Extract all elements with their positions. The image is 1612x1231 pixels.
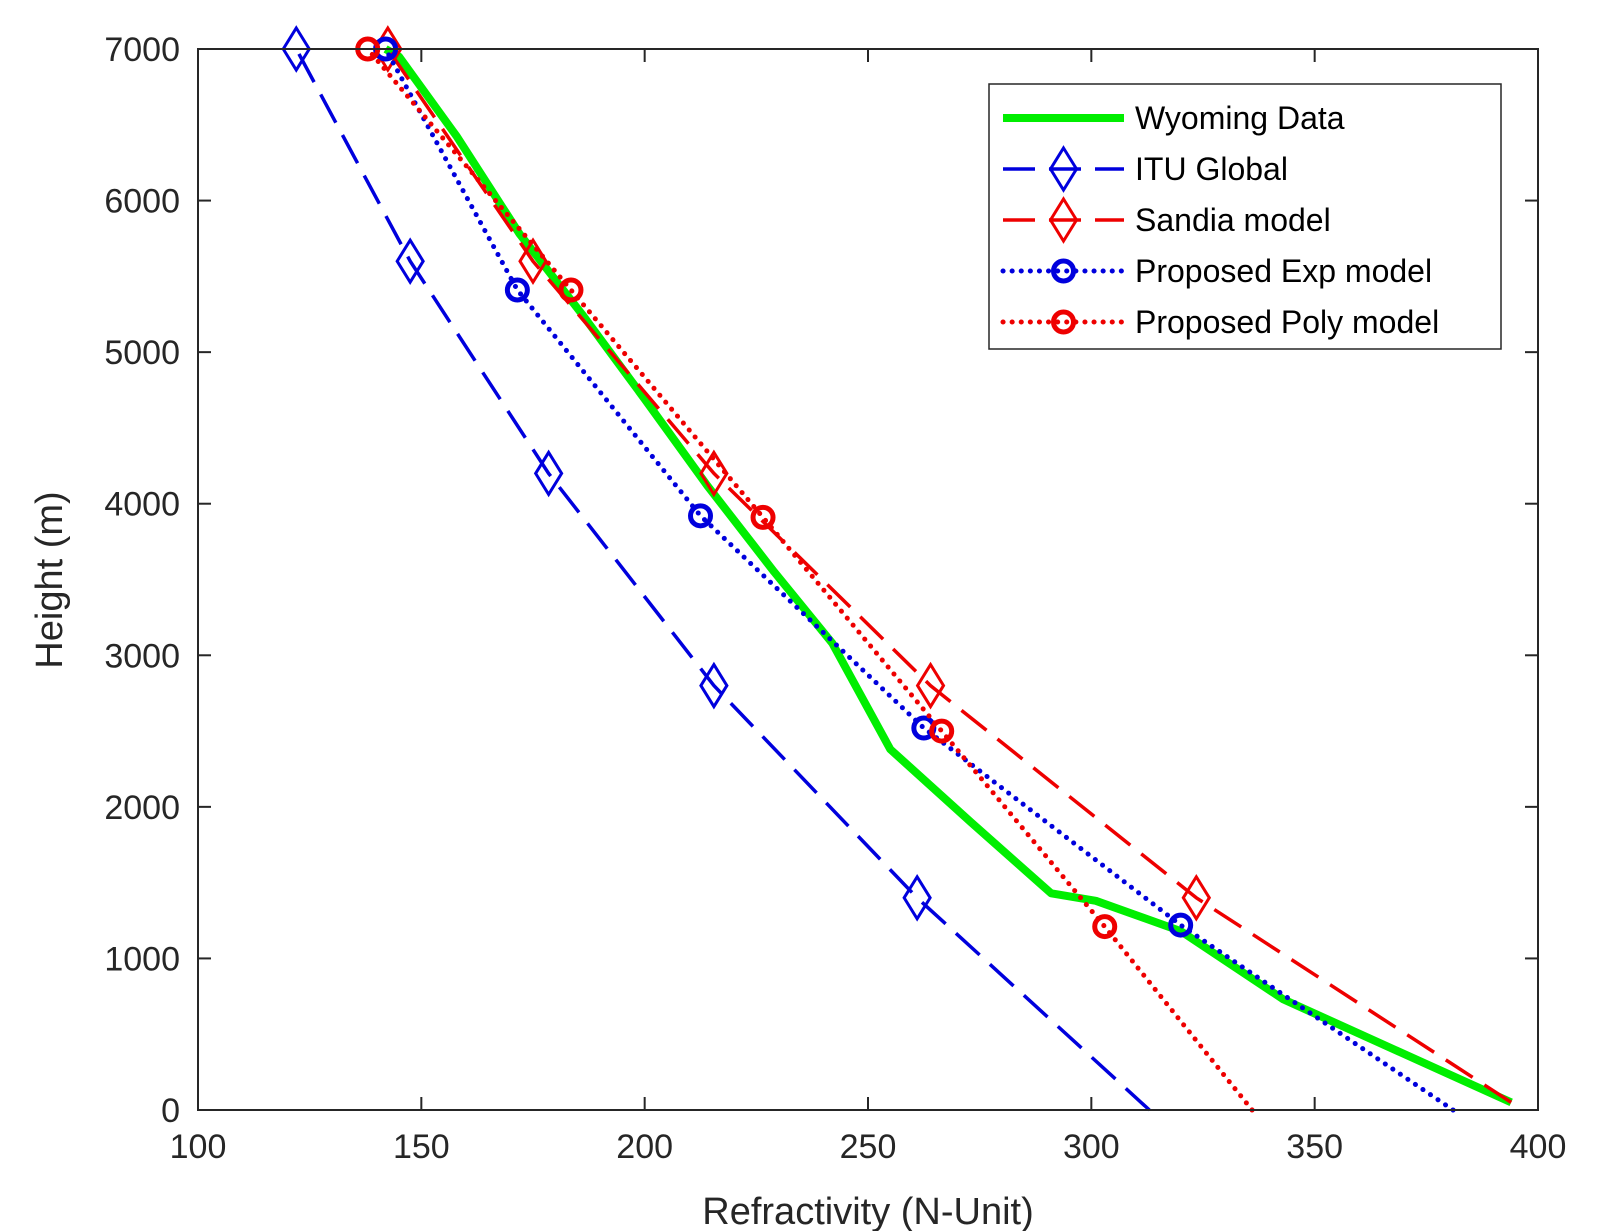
legend-marker-sandia-model xyxy=(1048,196,1079,244)
series-line-wyoming-data xyxy=(383,45,1513,1107)
data-point-proposed-poly-model xyxy=(1092,914,1118,940)
data-point-proposed-poly-model xyxy=(750,504,776,530)
x-tick-label: 300 xyxy=(1063,1128,1120,1166)
y-tick-label: 1000 xyxy=(104,940,180,978)
data-point-itu-global xyxy=(533,449,564,498)
x-axis-title: Refractivity (N-Unit) xyxy=(702,1191,1033,1231)
series-line-sandia-model xyxy=(386,48,1513,1104)
data-point-proposed-poly-model xyxy=(929,718,955,744)
legend-label-sandia-model: Sandia model xyxy=(1135,202,1331,238)
y-tick-label: 4000 xyxy=(104,486,180,524)
legend-entry-proposed-poly-model: Proposed Poly model xyxy=(1000,304,1439,340)
y-tick-label: 2000 xyxy=(104,789,180,827)
legend-marker-itu-global xyxy=(1048,145,1079,193)
x-tick-label: 350 xyxy=(1286,1128,1343,1166)
legend-marker-proposed-poly-model xyxy=(1051,309,1076,335)
x-tick-label: 250 xyxy=(840,1128,897,1166)
legend-entry-sandia-model: Sandia model xyxy=(1003,196,1331,244)
legend-label-wyoming-data: Wyoming Data xyxy=(1135,100,1345,136)
series-itu-global xyxy=(281,25,1151,1112)
axes-layer: 100 150 200 250 300 350 4000100020003000400050… xyxy=(104,31,1566,1166)
y-tick-label: 7000 xyxy=(104,31,180,69)
x-tick-label: 200 xyxy=(616,1128,673,1166)
y-tick-label: 0 xyxy=(161,1092,180,1130)
data-point-itu-global xyxy=(395,237,425,286)
legend: Wyoming Data ITU Global Sandia model Propos… xyxy=(988,83,1502,350)
data-point-proposed-exp-model xyxy=(504,277,530,303)
y-tick-label: 3000 xyxy=(104,637,180,675)
y-axis-title: Height (m) xyxy=(29,491,71,668)
legend-entry-wyoming-data: Wyoming Data xyxy=(1003,100,1345,136)
data-point-proposed-poly-model xyxy=(558,277,584,303)
data-point-itu-global xyxy=(902,873,932,922)
legend-entry-itu-global: ITU Global xyxy=(1003,145,1288,193)
legend-label-proposed-poly-model: Proposed Poly model xyxy=(1135,304,1439,340)
data-point-itu-global xyxy=(699,661,729,710)
series-line-itu-global xyxy=(294,48,1151,1112)
y-tick-label: 6000 xyxy=(104,183,180,221)
data-point-proposed-exp-model xyxy=(688,503,713,529)
series-wyoming-data xyxy=(383,45,1513,1107)
data-point-sandia-model xyxy=(1181,873,1212,922)
x-tick-label: 400 xyxy=(1510,1128,1567,1166)
data-point-sandia-model xyxy=(915,661,946,710)
data-point-proposed-exp-model xyxy=(1168,912,1194,938)
y-tick-label: 5000 xyxy=(104,334,180,372)
series-layer xyxy=(281,25,1513,1113)
legend-label-itu-global: ITU Global xyxy=(1135,151,1288,187)
legend-entry-proposed-exp-model: Proposed Exp model xyxy=(1000,253,1432,289)
series-line-proposed-exp-model xyxy=(383,46,1456,1113)
data-point-sandia-model xyxy=(699,449,729,498)
x-tick-label: 150 xyxy=(393,1128,450,1166)
data-point-itu-global xyxy=(281,25,312,73)
legend-label-proposed-exp-model: Proposed Exp model xyxy=(1135,253,1432,289)
legend-marker-proposed-exp-model xyxy=(1051,258,1076,284)
series-line-proposed-poly-model xyxy=(365,46,1255,1113)
x-tick-label: 100 xyxy=(170,1128,227,1166)
